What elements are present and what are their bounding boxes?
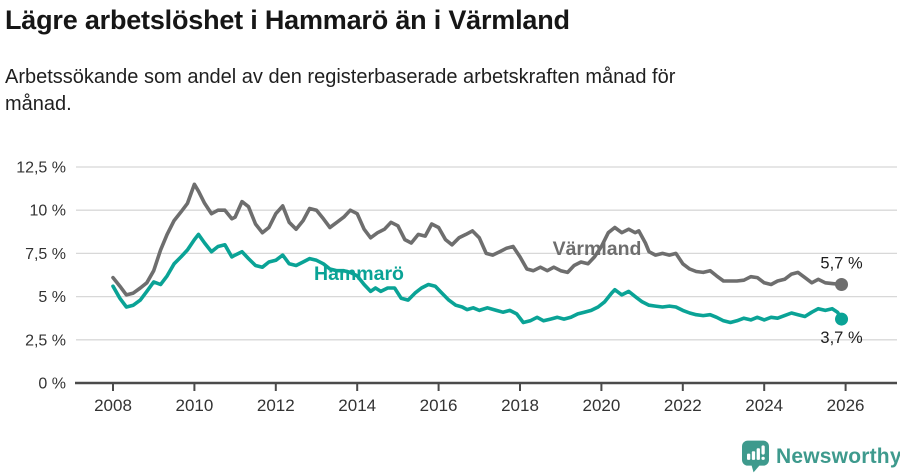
hammaro-end-value: 3,7 % bbox=[820, 329, 863, 347]
chart-subtitle-line1: Arbetssökande som andel av den registerb… bbox=[5, 66, 676, 88]
hammaro-series-label: Hammarö bbox=[314, 263, 404, 285]
x-axis-tick-label: 2014 bbox=[338, 396, 376, 415]
hammaro-line bbox=[111, 232, 844, 325]
newsworthy-logo: Newsworthy bbox=[742, 440, 900, 473]
page-title: Lägre arbetslöshet i Hammarö än i Värmla… bbox=[5, 5, 570, 35]
y-axis-tick-label: 2,5 % bbox=[25, 332, 66, 349]
x-axis-tick-label: 2024 bbox=[745, 396, 783, 415]
chart-subtitle-line2: månad. bbox=[5, 93, 72, 115]
x-axis-tick-label: 2020 bbox=[582, 396, 620, 415]
x-axis-tick-label: 2008 bbox=[94, 396, 132, 415]
varmland-end-value: 5,7 % bbox=[820, 255, 863, 273]
varmland-end-dot bbox=[835, 278, 849, 292]
y-axis-tick-label: 5 % bbox=[38, 289, 66, 306]
x-axis-tick-label: 2022 bbox=[664, 396, 702, 415]
unemployment-line-chart: 0 % 2,5 % 5 % 7,5 % 10 % 12,5 % 2008 2010 2012 20… bbox=[16, 160, 897, 415]
x-axis-tick-label: 2016 bbox=[420, 396, 458, 415]
x-axis-tick-label: 2012 bbox=[257, 396, 295, 415]
y-axis-tick-label: 0 % bbox=[38, 376, 66, 393]
bar-chart-pin-icon bbox=[742, 440, 769, 473]
y-axis-tick-label: 12,5 % bbox=[16, 160, 66, 177]
newsworthy-logo-text: Newsworthy bbox=[776, 444, 900, 468]
varmland-series-label: Värmland bbox=[553, 238, 642, 260]
varmland-line bbox=[111, 182, 844, 297]
x-axis-tick-label: 2010 bbox=[175, 396, 213, 415]
x-axis-tick-label: 2026 bbox=[827, 396, 865, 415]
hammaro-end-dot bbox=[835, 312, 849, 326]
chart-subtitle: Arbetssökande som andel av den registerb… bbox=[5, 64, 865, 118]
y-axis-tick-label: 10 % bbox=[30, 203, 66, 220]
x-axis-tick-label: 2018 bbox=[501, 396, 539, 415]
y-axis-tick-label: 7,5 % bbox=[25, 246, 66, 263]
